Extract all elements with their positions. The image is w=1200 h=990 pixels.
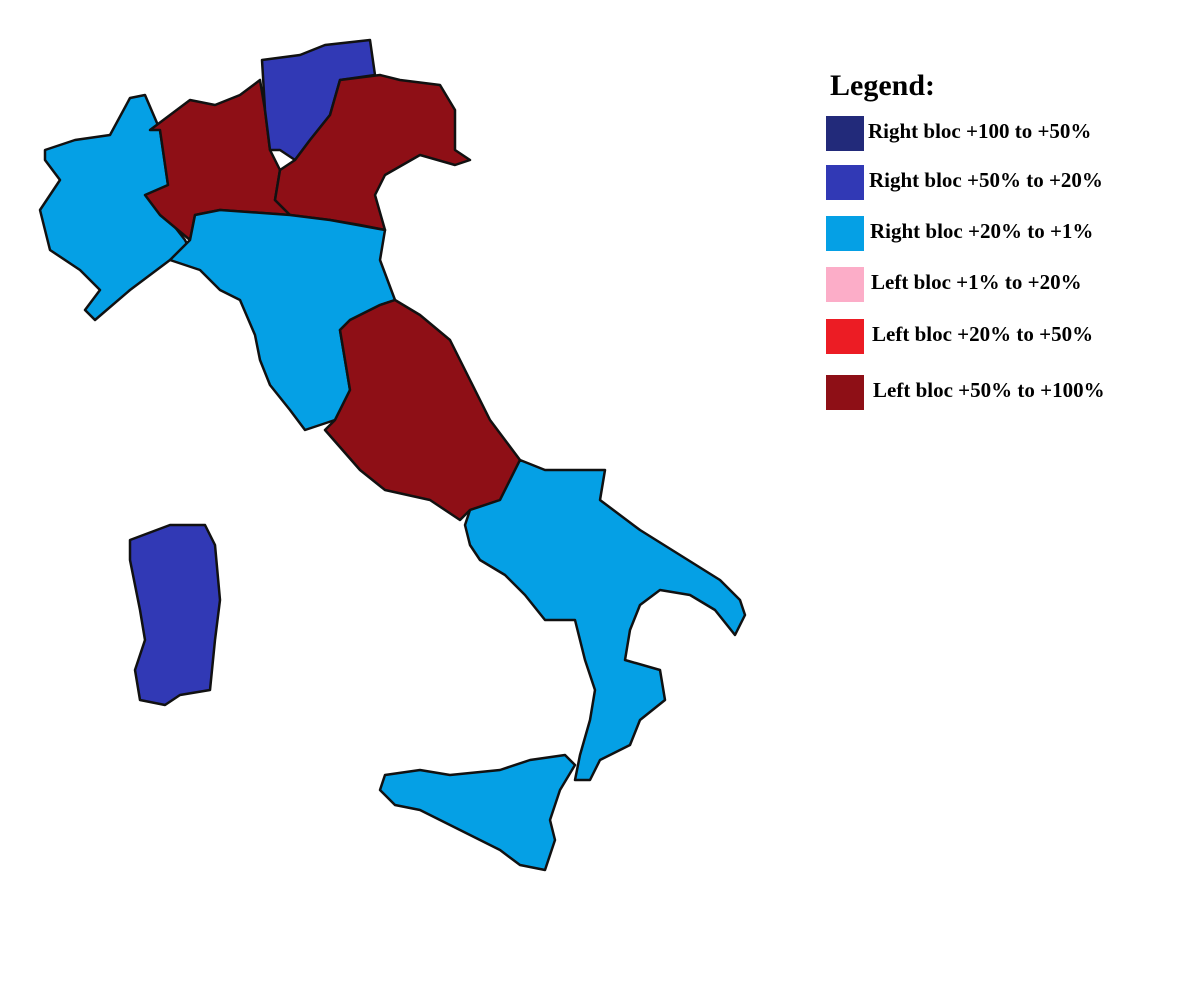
legend-label: Left bloc +20% to +50% — [872, 322, 1093, 346]
region — [273, 73, 472, 232]
legend-swatch — [826, 116, 864, 151]
legend-label: Right bloc +20% to +1% — [870, 219, 1093, 243]
legend-swatch — [826, 267, 864, 302]
map — [38, 38, 747, 872]
legend-label: Left bloc +50% to +100% — [873, 378, 1105, 402]
legend-swatch — [826, 165, 864, 200]
region — [128, 523, 222, 707]
legend-label: Left bloc +1% to +20% — [871, 270, 1082, 294]
legend-title: Legend: — [830, 69, 935, 102]
region — [323, 298, 522, 522]
legend-swatch — [826, 375, 864, 410]
region — [378, 753, 577, 872]
region — [463, 458, 747, 782]
legend-label: Right bloc +50% to +20% — [869, 168, 1103, 192]
legend-swatch — [826, 319, 864, 354]
legend-swatch — [826, 216, 864, 251]
legend: Right bloc +100 to +50% Right bloc +50% t… — [826, 116, 1105, 410]
legend-label: Right bloc +100 to +50% — [868, 119, 1091, 143]
